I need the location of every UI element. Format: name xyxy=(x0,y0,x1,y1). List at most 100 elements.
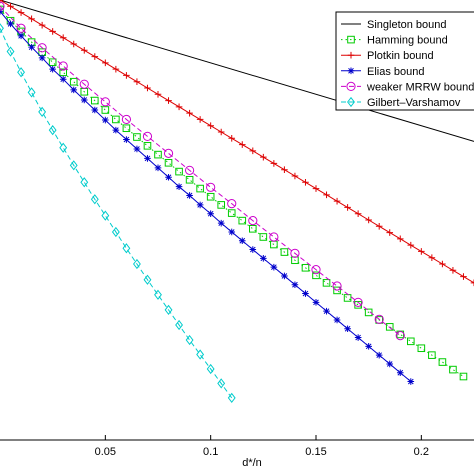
data-point-hamming-bound xyxy=(48,58,57,67)
series-layer xyxy=(0,0,474,404)
data-point-plotkin-bound xyxy=(112,65,120,73)
data-point-plotkin-bound xyxy=(7,2,14,10)
data-point-hamming-bound xyxy=(122,124,131,133)
data-point-hamming-bound xyxy=(175,167,183,176)
legend-label-plotkin-bound: Plotkin bound xyxy=(367,50,434,62)
legend: Singleton bound Hamming bound Plotkin boun… xyxy=(335,11,474,111)
data-point-elias-bound xyxy=(186,192,193,199)
data-point-plotkin-bound xyxy=(449,266,457,274)
data-point-plotkin-bound xyxy=(80,46,88,54)
data-point-elias-bound xyxy=(260,255,267,262)
data-point-plotkin-bound xyxy=(228,134,236,142)
data-point-gilbert-varshamov xyxy=(101,210,110,221)
data-point-gilbert-varshamov xyxy=(206,363,215,375)
data-point-hamming-bound xyxy=(259,233,268,241)
data-point-gilbert-varshamov xyxy=(175,319,183,331)
x-tick-label: 0.1 xyxy=(203,446,218,458)
data-point-elias-bound xyxy=(207,210,214,218)
data-point-weaker-mrrw-bound xyxy=(374,314,384,324)
data-point-gilbert-varshamov xyxy=(48,124,57,136)
x-tick-label: 0.15 xyxy=(305,446,326,458)
data-point-weaker-mrrw-bound xyxy=(16,23,26,33)
data-point-plotkin-bound xyxy=(407,241,415,249)
legend-marker-weaker-mrrw-bound xyxy=(346,81,356,92)
data-point-plotkin-bound xyxy=(133,78,141,86)
data-point-gilbert-varshamov xyxy=(69,160,78,171)
data-point-weaker-mrrw-bound xyxy=(290,248,300,258)
data-point-plotkin-bound xyxy=(439,260,446,268)
data-point-elias-bound xyxy=(49,65,56,73)
data-point-hamming-bound xyxy=(112,115,120,124)
data-point-elias-bound xyxy=(354,334,362,341)
series-line-singleton-bound xyxy=(0,0,474,142)
series-weaker-mrrw-bound xyxy=(0,1,405,341)
data-point-hamming-bound xyxy=(385,323,394,331)
data-point-gilbert-varshamov xyxy=(0,23,4,34)
data-point-gilbert-varshamov xyxy=(90,194,99,205)
legend-entry-hamming-bound: Hamming bound xyxy=(341,35,448,47)
data-point-hamming-bound xyxy=(217,201,225,209)
data-point-elias-bound xyxy=(249,246,257,253)
data-point-hamming-bound xyxy=(101,106,110,114)
data-point-elias-bound xyxy=(70,86,78,94)
data-point-gilbert-varshamov xyxy=(133,258,141,270)
legend-entry-weaker-mrrw-bound: weaker MRRW bound xyxy=(341,81,474,93)
data-point-plotkin-bound xyxy=(17,9,25,16)
data-point-plotkin-bound xyxy=(175,103,183,111)
data-point-elias-bound xyxy=(144,155,151,162)
data-point-elias-bound xyxy=(7,20,14,28)
data-point-plotkin-bound xyxy=(281,166,288,174)
data-point-elias-bound xyxy=(386,360,394,368)
data-point-hamming-bound xyxy=(459,372,468,381)
legend-box xyxy=(335,11,474,111)
data-point-weaker-mrrw-bound xyxy=(206,182,216,192)
data-point-weaker-mrrw-bound xyxy=(185,165,195,175)
data-point-gilbert-varshamov xyxy=(80,177,89,188)
series-elias-bound xyxy=(0,8,415,385)
data-point-elias-bound xyxy=(217,219,225,227)
data-point-plotkin-bound xyxy=(70,40,78,48)
data-point-gilbert-varshamov xyxy=(111,226,120,238)
data-point-plotkin-bound xyxy=(396,235,404,243)
data-point-hamming-bound xyxy=(143,142,152,150)
x-tick-label: 0.05 xyxy=(95,446,116,458)
legend-marker-hamming-bound xyxy=(347,35,355,44)
data-point-elias-bound xyxy=(102,116,109,124)
data-point-weaker-mrrw-bound xyxy=(121,114,132,125)
series-gilbert-varshamov xyxy=(0,23,236,404)
data-point-plotkin-bound xyxy=(154,90,162,98)
data-point-gilbert-varshamov xyxy=(185,334,194,346)
data-point-elias-bound xyxy=(91,106,99,114)
data-point-elias-bound xyxy=(407,378,415,385)
legend-entry-singleton-bound: Singleton bound xyxy=(341,19,447,31)
data-point-elias-bound xyxy=(365,343,372,350)
data-point-hamming-bound xyxy=(333,286,341,295)
series-hamming-bound xyxy=(0,5,468,381)
data-point-plotkin-bound xyxy=(354,210,362,218)
data-point-gilbert-varshamov xyxy=(17,67,25,78)
legend-entry-elias-bound: Elias bound xyxy=(341,66,425,78)
data-point-elias-bound xyxy=(123,136,130,143)
data-point-elias-bound xyxy=(112,126,120,134)
legend-label-elias-bound: Elias bound xyxy=(367,66,425,78)
data-point-elias-bound xyxy=(281,272,288,280)
data-point-plotkin-bound xyxy=(38,21,46,29)
data-point-gilbert-varshamov xyxy=(6,46,15,57)
x-axis-label: d*/n xyxy=(242,457,262,469)
data-point-hamming-bound xyxy=(407,337,415,346)
data-point-plotkin-bound xyxy=(165,97,172,104)
data-point-plotkin-bound xyxy=(333,197,341,205)
data-point-elias-bound xyxy=(270,263,278,271)
series-line-plotkin-bound xyxy=(0,0,474,284)
legend-entry-plotkin-bound: Plotkin bound xyxy=(341,50,434,62)
series-line-elias-bound xyxy=(0,10,412,382)
data-point-weaker-mrrw-bound xyxy=(395,331,405,341)
legend-entry-gilbert-varshamov: Gilbert–Varshamov xyxy=(341,96,461,109)
data-point-elias-bound xyxy=(59,75,67,83)
data-point-plotkin-bound xyxy=(102,59,109,67)
data-point-hamming-bound xyxy=(133,133,141,141)
data-point-hamming-bound xyxy=(438,358,447,366)
data-point-gilbert-varshamov xyxy=(59,142,68,153)
data-point-hamming-bound xyxy=(59,68,68,77)
